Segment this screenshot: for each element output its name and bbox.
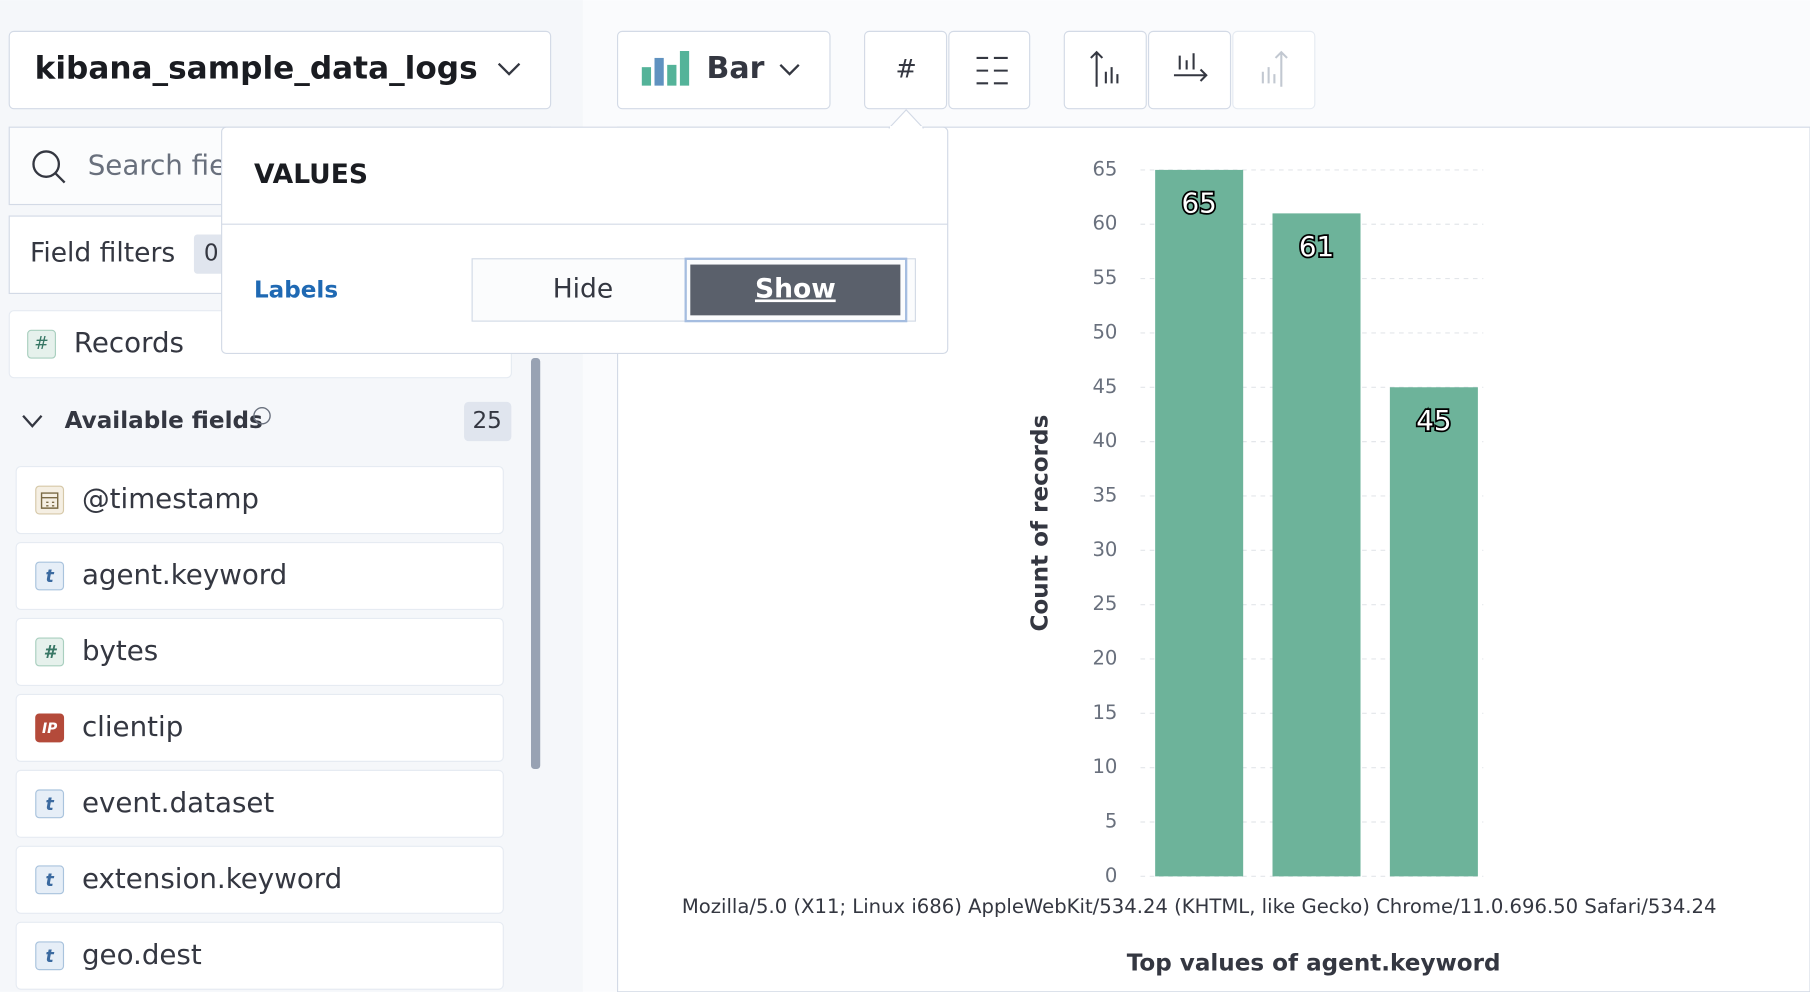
field-icon: t <box>45 947 54 967</box>
field-filters-label[interactable]: Field filters <box>30 238 175 269</box>
field-item[interactable]: t extension.keyword <box>15 845 504 914</box>
field-name[interactable]: event.dataset <box>82 786 274 819</box>
field-item[interactable]: IP clientip <box>15 693 504 762</box>
field-item[interactable]: t geo.dest <box>15 921 504 990</box>
field-icon: t <box>45 567 54 587</box>
values-button[interactable]: # <box>864 30 948 110</box>
value-label: 65 <box>1182 187 1217 220</box>
field-card[interactable] <box>15 541 504 611</box>
index-pattern-picker[interactable]: kibana_sample_data_logs <box>8 30 552 110</box>
field-name[interactable]: bytes <box>82 634 158 667</box>
field-icon: IP <box>42 721 57 737</box>
field-name[interactable]: agent.keyword <box>82 558 287 591</box>
records-label[interactable]: Records <box>74 326 184 359</box>
field-name[interactable]: extension.keyword <box>82 862 342 895</box>
y-tick-label: 20 <box>1092 646 1117 669</box>
option-focus <box>684 257 908 323</box>
field-icon: t <box>45 795 54 815</box>
index-pattern[interactable]: kibana_sample_data_logs <box>35 50 478 86</box>
setting-label: Labels <box>254 278 338 304</box>
field-name[interactable]: clientip <box>82 710 183 743</box>
field-item[interactable]: t event.dataset <box>15 769 504 838</box>
values-popover: VALUES Labels <box>221 109 949 355</box>
option-selected[interactable] <box>690 264 901 316</box>
y-tick-label: 15 <box>1092 701 1117 724</box>
label-toggle: Hide Show <box>553 257 908 323</box>
x-tick-label: Mozilla/5.0 (X11; Linux i686) AppleWebKi… <box>682 895 1717 918</box>
field-item[interactable]: # bytes <box>15 617 504 687</box>
y-tick-label: 50 <box>1092 320 1117 343</box>
bottom-axis-button[interactable] <box>1147 30 1232 110</box>
y-axis-title: Count of records <box>1028 415 1054 632</box>
field-name[interactable]: geo.dest <box>82 938 202 971</box>
legend-button[interactable] <box>948 30 1031 110</box>
y-tick-label: 0 <box>1105 864 1117 887</box>
y-tick-label: 45 <box>1092 375 1117 398</box>
available-fields-label[interactable]: Available fields <box>65 408 263 434</box>
toggle-option[interactable]: Show <box>684 257 908 323</box>
field-icon-box <box>35 789 65 819</box>
field-card[interactable] <box>15 769 504 838</box>
field-card[interactable] <box>15 465 504 535</box>
popover-title: VALUES <box>254 159 368 190</box>
field-icon-box <box>35 713 65 743</box>
chart-type[interactable]: Bar <box>706 51 764 86</box>
field-icon-box <box>35 941 65 971</box>
option-label[interactable]: Hide <box>553 273 613 304</box>
available-fields-count: 25 <box>472 408 501 434</box>
value-label: 61 <box>1299 230 1334 263</box>
y-tick-label: 35 <box>1092 483 1117 506</box>
field-card[interactable] <box>15 845 504 914</box>
y-tick-label: 10 <box>1092 755 1117 778</box>
field-icon-box <box>35 865 65 895</box>
records-icon: # <box>34 334 49 354</box>
calendar-glyph <box>40 492 59 509</box>
field-card[interactable] <box>15 617 504 687</box>
y-tick-label: 40 <box>1092 429 1117 452</box>
toggle-option[interactable]: Hide <box>553 273 613 304</box>
field-card[interactable] <box>15 921 504 990</box>
field-name[interactable]: @timestamp <box>82 482 259 515</box>
available-fields-header[interactable]: Available fields 25 <box>22 401 512 442</box>
bar <box>1389 387 1478 877</box>
field-list: @timestamp t agent.keyword # bytes IP clientip… <box>15 465 504 990</box>
y-tick-label: 60 <box>1092 212 1117 235</box>
right-axis-button <box>1232 30 1316 110</box>
bar <box>1155 169 1244 877</box>
bar-chart: 0 5 10 15 20 25 30 35 40 45 50 55 60 65 Count of recor… <box>682 157 1717 976</box>
field-item[interactable]: @timestamp <box>15 465 504 535</box>
bar <box>1272 213 1361 877</box>
field-icon-box <box>35 637 65 667</box>
y-tick-label: 65 <box>1092 157 1117 180</box>
y-tick-label: 55 <box>1092 266 1117 289</box>
y-tick-label: 30 <box>1092 538 1117 561</box>
y-tick-label: 25 <box>1092 592 1117 615</box>
values-button-label[interactable]: # <box>896 54 917 84</box>
field-card[interactable] <box>15 693 504 762</box>
field-filters-count: 0 <box>204 241 219 267</box>
scrollbar[interactable] <box>530 358 541 770</box>
y-tick-label: 5 <box>1105 810 1117 833</box>
field-icon: # <box>44 643 58 663</box>
field-item[interactable]: t agent.keyword <box>15 541 504 611</box>
x-axis-title: Top values of agent.keyword <box>1127 951 1501 977</box>
calendar-icon <box>35 485 65 515</box>
option-label[interactable]: Show <box>755 273 836 304</box>
field-icon-box <box>35 561 65 591</box>
field-icon: t <box>45 871 54 891</box>
value-label: 45 <box>1416 404 1451 437</box>
chart-type-button[interactable]: Bar <box>616 30 831 110</box>
left-axis-button[interactable] <box>1063 30 1147 110</box>
